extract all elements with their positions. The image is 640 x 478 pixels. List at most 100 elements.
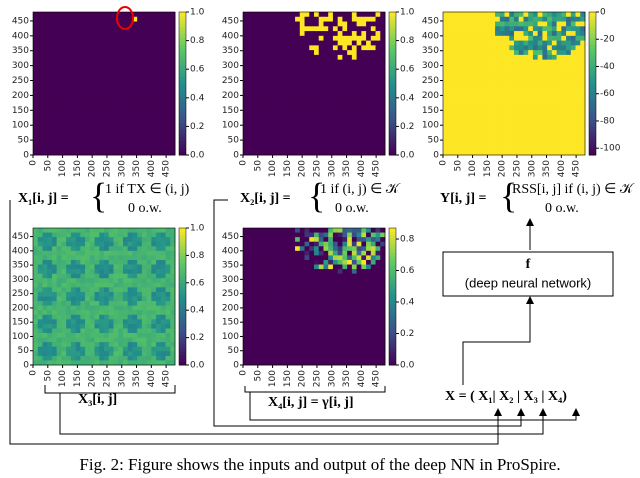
heatmap-cell [85,337,91,343]
x-tick-label: 100 [468,160,478,177]
heatmap-cell [127,21,133,27]
heatmap-cell [285,102,291,108]
colorbar-step [389,151,396,156]
heatmap-cell [499,150,505,156]
heatmap-cell [33,255,39,261]
heatmap-cell [575,126,581,132]
heatmap-cell [104,301,110,307]
heatmap-cell [556,126,562,132]
heatmap-cell [461,45,468,51]
heatmap-cell [337,282,343,288]
heatmap-cell [132,116,138,123]
heatmap-cell [276,12,282,18]
heatmap-cell [551,59,557,65]
colorbar-step [179,286,186,291]
heatmap-cell [318,21,324,27]
heatmap-cell [318,232,324,238]
heatmap-cell [141,342,147,348]
heatmap-cell [37,150,43,156]
heatmap-cell [165,232,171,238]
heatmap-cell [328,93,334,99]
heatmap-cell [485,21,491,27]
heatmap-cell [375,323,381,329]
heatmap-cell [104,35,110,41]
heatmap-cell [337,296,343,302]
heatmap-cell [132,140,138,146]
heatmap-cell [61,78,67,84]
heatmap-cell [243,282,249,288]
heatmap-cell [127,40,133,46]
heatmap-cell [51,59,58,65]
heatmap-cell [299,59,305,65]
heatmap-cell [137,107,143,113]
heatmap-cell [85,269,91,275]
heatmap-cell [347,26,353,32]
heatmap-cell [361,140,367,146]
colorbar-tick-label: -100 [600,144,621,154]
colorbar-tick-label: 0.6 [400,266,415,276]
heatmap-cell [485,69,491,75]
colorbar-tick-label: 0 [600,8,606,18]
heatmap-cell [94,88,100,94]
heatmap-cell [504,112,510,118]
heatmap-cell [476,145,482,151]
heatmap-cell [42,64,48,70]
heatmap-cell [56,351,62,357]
heatmap-cell [351,278,357,284]
heatmap-cell [70,83,76,89]
heatmap-cell [118,305,124,311]
heatmap-cell [261,121,268,127]
heatmap-cell [156,40,162,46]
heatmap-cell [318,360,324,366]
heatmap-cell [575,59,581,65]
heatmap-cell [337,273,343,279]
heatmap-cell [118,88,124,94]
heatmap-cell [318,45,324,51]
heatmap-cell [70,333,76,338]
heatmap-cell [271,282,277,288]
heatmap-cell [137,241,143,247]
heatmap-cell [309,250,315,256]
heatmap-cell [70,93,76,99]
heatmap-cell [141,69,147,75]
heatmap-cell [332,255,339,261]
heatmap-cell [61,337,67,343]
heatmap-cell [328,78,334,84]
heatmap-cell [304,40,310,46]
heatmap-cell [156,282,162,288]
heatmap-cell [375,351,381,357]
heatmap-cell [137,282,143,288]
heatmap-cell [104,121,110,127]
heatmap-cell [94,40,100,46]
heatmap-cell [165,35,171,41]
heatmap-cell [113,102,119,108]
heatmap-cell [295,35,301,41]
colorbar-step [179,361,186,366]
heatmap-cell [51,31,58,37]
heatmap-cell [113,333,119,338]
heatmap-cell [542,112,548,118]
heatmap-cell [361,93,367,99]
heatmap-cell [461,16,468,22]
heatmap-cell [299,16,305,22]
heatmap-cell [537,21,543,27]
heatmap-cell [257,296,263,302]
heatmap-cell [113,282,119,288]
heatmap-cell [122,45,129,51]
heatmap-cell [108,35,114,41]
heatmap-cell [165,291,171,297]
heatmap-cell [566,26,572,32]
heatmap-cell [299,26,305,32]
heatmap-cell [495,59,501,65]
heatmap-cell [523,73,529,80]
heatmap-cell [151,97,157,103]
heatmap-cell [342,241,348,247]
heatmap-cell [276,337,282,343]
heatmap-cell [146,355,152,361]
heatmap-cell [461,116,468,123]
heatmap-cell [56,54,62,61]
heatmap-cell [285,301,291,307]
heatmap-cell [132,264,138,270]
heatmap-cell [314,264,320,270]
heatmap-cell [351,342,357,348]
